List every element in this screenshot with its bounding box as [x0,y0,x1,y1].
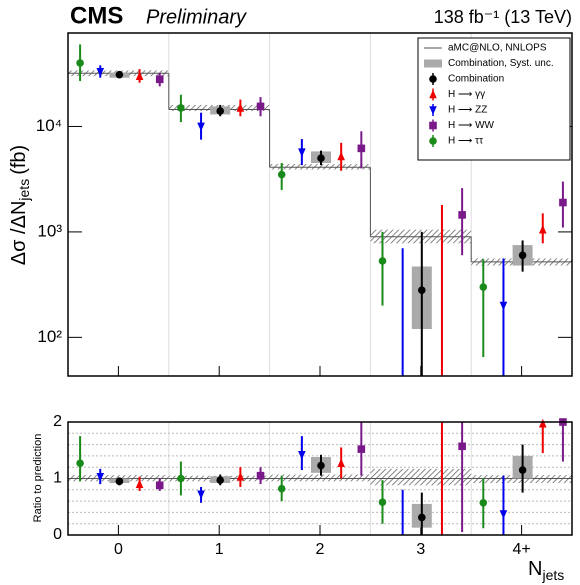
ratio-point [155,481,164,490]
ratio-tick-label: 2 [53,413,62,430]
legend-key [424,59,442,68]
data-point [197,122,205,132]
experiment: CMS [70,2,123,29]
legend-marker [429,121,437,130]
data-point [115,70,124,79]
x-tick-label: 1 [215,541,224,558]
prediction-ratio-band [370,468,472,486]
data-point [357,144,366,153]
data-point [458,211,466,219]
legend-label: H ⟶ ττ [448,136,483,147]
ratio-point [277,484,286,493]
y-tick-label: 10⁴ [36,116,62,135]
ratio-point [197,490,205,500]
ratio-point [378,498,387,507]
legend-marker [429,75,437,83]
ratio-point [216,476,225,484]
prediction-ratio-band [471,475,572,484]
data-point [499,301,508,311]
data-point [135,71,144,80]
y-tick-label: 10² [37,327,62,346]
data-point [277,170,286,179]
data-point [418,286,426,295]
ratio-point [357,445,366,453]
legend-label: H ⟶ γγ [448,89,485,100]
x-tick-label: 0 [114,541,123,558]
data-point [96,67,105,77]
data-point [518,251,527,260]
ratio-point [115,477,124,486]
ratio-point [256,471,265,480]
ratio-point [458,442,466,451]
ratio-point [499,510,508,519]
prediction-ratio-band [269,474,371,482]
x-tick-label: 4+ [512,541,530,558]
legend-label: H ⟶ WW [448,120,495,131]
data-point [337,151,345,161]
legend-label: Combination [448,74,504,85]
data-point [177,104,185,112]
ratio-tick-label: 0 [53,526,62,543]
legend-box [417,37,571,161]
ratio-point [298,450,306,460]
legend-label: Combination, Syst. unc. [448,58,554,69]
data-point [236,103,245,112]
ratio-frame [67,421,573,536]
legend-label: H ⟶ ZZ [448,105,487,116]
ratio-point [418,513,426,522]
data-point [155,75,164,84]
ratio-point [236,472,245,481]
data-point [378,257,387,265]
lumi: 138 fb⁻¹ (13 TeV) [434,7,572,27]
y-axis-label: Δσ /ΔNjets(fb) [8,145,31,265]
ratio-point [479,498,488,507]
ratio-point [518,466,527,474]
ratio-point [96,473,105,482]
data-point [538,224,547,234]
ratio-point [538,418,547,428]
ratio-point [76,459,84,468]
data-point [479,283,488,291]
data-point [256,102,265,111]
ratio-tick-label: 1 [53,470,62,487]
ratio-point [177,474,185,483]
data-point [216,107,225,115]
ratio-point [317,461,325,470]
legend-marker [429,89,437,99]
data-point [76,59,84,67]
legend-marker [429,106,437,115]
ratio-point [135,479,144,488]
data-point [559,198,567,207]
legend-marker [429,137,437,145]
plot-frame [67,32,573,377]
x-tick-label: 3 [416,541,425,558]
y-tick-label: 10³ [37,221,62,240]
status: Preliminary [146,6,247,28]
legend-label: aMC@NLO, NNLOPS [448,43,547,54]
x-axis-label: Njets [528,558,564,582]
ratio-point [337,458,345,468]
x-tick-label: 2 [316,541,325,558]
ratio-axis-label: Ratio to prediction [32,434,44,523]
data-point [317,154,325,163]
data-point [298,148,306,158]
